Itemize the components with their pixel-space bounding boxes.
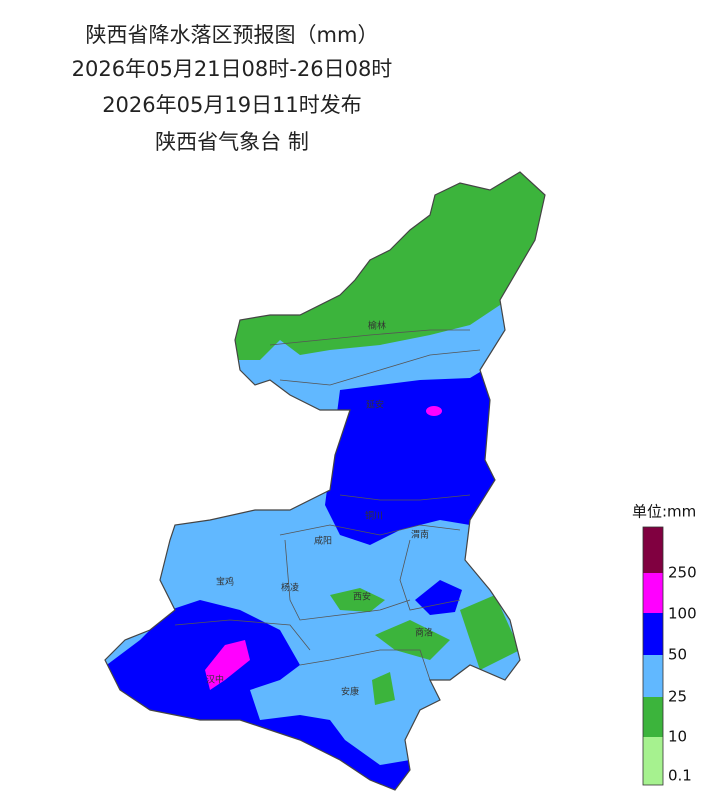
legend: 单位:mm 250 100 50 25 10 0.1	[632, 503, 697, 786]
subtitle: 2026年05月21日08时-26日08时	[72, 57, 393, 81]
legend-label: 0.1	[668, 767, 692, 785]
legend-swatch	[643, 527, 663, 573]
legend-label: 25	[668, 688, 687, 706]
city-label: 渭南	[411, 529, 429, 541]
zone-100-250	[426, 406, 442, 416]
city-label: 杨凌	[281, 582, 299, 594]
issuer: 陕西省气象台 制	[155, 130, 309, 154]
legend-label: 100	[668, 605, 697, 623]
issue-time: 2026年05月19日11时发布	[102, 93, 362, 117]
legend-swatch	[643, 655, 663, 697]
city-label: 榆林	[368, 320, 386, 332]
legend-title: 单位:mm	[632, 503, 696, 521]
legend-swatch	[643, 613, 663, 655]
city-label: 商洛	[415, 627, 433, 639]
zone-100-250	[205, 640, 250, 690]
city-label: 延安	[366, 399, 384, 411]
city-label: 宝鸡	[216, 576, 234, 588]
legend-label: 250	[668, 564, 697, 582]
legend-swatch	[643, 697, 663, 737]
legend-swatch	[643, 573, 663, 613]
legend-frame	[642, 526, 664, 786]
legend-label: 10	[668, 728, 687, 746]
zone-10-25	[330, 588, 385, 612]
city-label: 安康	[341, 686, 359, 698]
legend-swatch	[643, 737, 663, 785]
zone-10-25	[460, 595, 520, 670]
legend-label: 50	[668, 646, 687, 664]
city-label: 铜川	[365, 510, 383, 522]
city-labels: 榆林 延安 铜川 渭南 咸阳 宝鸡 杨凌 西安 商洛 汉中 安康	[206, 320, 433, 698]
zone-10-25	[372, 672, 395, 705]
county-borders	[174, 329, 481, 681]
precip-map	[105, 172, 545, 790]
title: 陕西省降水落区预报图（mm）	[86, 23, 379, 47]
city-label: 西安	[353, 591, 371, 603]
zone-10-25	[375, 620, 450, 660]
city-label: 汉中	[206, 674, 224, 686]
city-label: 咸阳	[314, 535, 332, 547]
zone-10-25	[230, 172, 545, 360]
